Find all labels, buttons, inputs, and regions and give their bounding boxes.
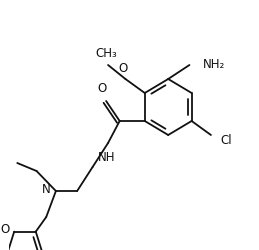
Text: O: O [0, 222, 9, 235]
Text: NH: NH [97, 150, 115, 163]
Text: N: N [42, 183, 51, 196]
Text: O: O [118, 62, 127, 75]
Text: O: O [98, 82, 107, 94]
Text: Cl: Cl [221, 133, 232, 146]
Text: NH₂: NH₂ [203, 57, 225, 70]
Text: CH₃: CH₃ [95, 47, 117, 60]
